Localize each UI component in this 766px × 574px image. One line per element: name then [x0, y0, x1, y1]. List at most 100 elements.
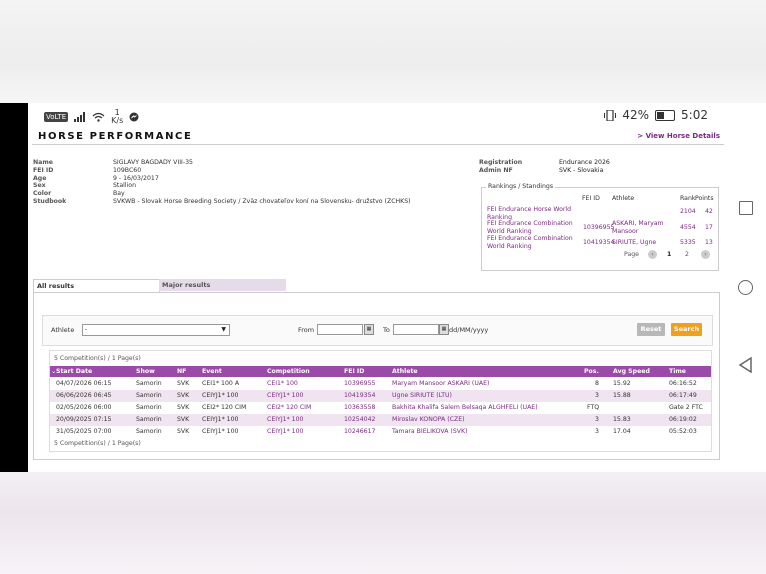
info-label: Registration — [479, 159, 523, 166]
speed-value: 1 — [114, 108, 120, 117]
ranking-points: 42 — [705, 208, 713, 215]
ranking-athlete[interactable]: SIRIUTE, Ugne — [612, 239, 657, 246]
cell-pos: 8 — [595, 380, 599, 387]
ranking-fei-id[interactable]: 10396955 — [583, 224, 615, 231]
vibrate-icon — [604, 109, 617, 121]
cell-event: CEI1* 100 A — [202, 380, 240, 387]
col-time[interactable]: Time — [669, 368, 686, 375]
cell-pos: 3 — [595, 428, 599, 435]
cell-pos: 3 — [595, 392, 599, 399]
horse-info: Name SIGLAVY BAGDADY VIII-35 FEI ID 109BC6… — [33, 159, 411, 206]
background-blur-bottom — [0, 472, 766, 574]
table-row[interactable]: 06/06/2026 06:45 Samorin SVK CEIYJ1* 100… — [50, 390, 711, 402]
cell-competition-link[interactable]: CEIYJ1* 100 — [267, 392, 304, 399]
cell-nf: SVK — [177, 428, 190, 435]
ranking-athlete[interactable]: ASKARI, Maryam — [612, 220, 664, 227]
info-label: Admin NF — [479, 166, 513, 174]
cell-date: 20/09/2025 07:15 — [56, 416, 112, 423]
col-nf[interactable]: NF — [177, 368, 187, 375]
col-start-date[interactable]: Start Date — [56, 368, 93, 375]
battery-percent: 42% — [622, 108, 650, 122]
table-row[interactable]: 02/05/2026 06:00 Samorin SVK CEI2* 120 C… — [50, 402, 711, 414]
search-button[interactable]: Search — [671, 323, 702, 336]
page-label: Page — [624, 251, 639, 258]
view-horse-details-link[interactable]: > View Horse Details — [637, 132, 720, 140]
info-label: Name — [33, 159, 53, 166]
cell-date: 31/05/2025 07:00 — [56, 428, 112, 435]
battery-icon — [655, 109, 676, 121]
rankings-header-rank: Rank — [680, 195, 696, 202]
sort-icon[interactable]: ⌄ — [51, 368, 57, 375]
reset-button[interactable]: Reset — [637, 323, 665, 336]
chevron-down-icon: ▼ — [221, 326, 226, 333]
cell-competition-link[interactable]: CEIYJ1* 100 — [267, 416, 304, 423]
col-athlete[interactable]: Athlete — [392, 368, 418, 375]
athlete-select-value: - — [85, 326, 88, 333]
page-1[interactable]: 1 — [667, 251, 672, 258]
ranking-name-cont[interactable]: World Ranking — [487, 242, 532, 250]
col-pos[interactable]: Pos. — [584, 368, 599, 375]
cell-athlete-link[interactable]: Miroslav KONOPA (CZE) — [392, 416, 465, 423]
table-row[interactable]: 31/05/2025 07:00 Samorin SVK CEIYJ1* 100… — [50, 426, 711, 438]
page-title: HORSE PERFORMANCE — [38, 131, 193, 142]
horse-studbook: SVKWB - Slovak Horse Breeding Society / … — [113, 197, 411, 205]
col-fei-id[interactable]: FEI ID — [344, 368, 365, 375]
cell-competition-link[interactable]: CEI1* 100 — [267, 380, 298, 387]
cell-event: CEIYJ1* 100 — [202, 428, 239, 435]
cell-fei-id-link[interactable]: 10254042 — [344, 416, 376, 423]
ranking-rank: 4554 — [680, 224, 696, 231]
cell-pos: 3 — [595, 416, 599, 423]
rankings-legend: Rankings / Standings — [486, 183, 556, 190]
col-event[interactable]: Event — [202, 368, 222, 375]
next-page-icon[interactable]: › — [701, 250, 710, 259]
col-competition[interactable]: Competition — [267, 368, 310, 375]
cell-time: 06:17:49 — [669, 392, 697, 399]
table-row[interactable]: 04/07/2026 06:15 Samorin SVK CEI1* 100 A… — [50, 378, 711, 390]
col-avg-speed[interactable]: Avg Speed — [613, 368, 650, 375]
table-row[interactable]: 20/09/2025 07:15 Samorin SVK CEIYJ1* 100… — [50, 414, 711, 426]
ranking-name[interactable]: FEI Endurance Combination — [487, 235, 573, 242]
tab-major-results[interactable]: Major results — [159, 279, 286, 291]
back-icon[interactable] — [738, 357, 753, 373]
prev-page-icon[interactable]: ‹ — [648, 250, 657, 259]
recents-icon[interactable] — [739, 201, 753, 215]
col-show[interactable]: Show — [136, 368, 155, 375]
cell-event: CEI2* 120 CIM — [202, 404, 247, 411]
cell-show: Samorin — [136, 404, 162, 411]
cell-competition-link[interactable]: CEIYJ1* 100 — [267, 428, 304, 435]
ranking-name-cont[interactable]: Ranking — [487, 213, 513, 221]
volte-icon: VoLTE — [44, 112, 69, 122]
info-row: Studbook SVKWB - Slovak Horse Breeding So… — [33, 198, 411, 206]
calendar-icon[interactable]: ▦ — [439, 324, 449, 335]
cell-fei-id-link[interactable]: 10396955 — [344, 380, 376, 387]
tab-all-results[interactable]: All results — [33, 279, 160, 292]
cell-athlete-link[interactable]: Bakhita Khalifa Salem Belsaqa ALGHFELI (… — [392, 404, 538, 411]
to-date-input[interactable] — [393, 324, 439, 335]
cell-athlete-link[interactable]: Maryam Mansoor ASKARI (UAE) — [392, 380, 490, 387]
filter-bar: Athlete - ▼ From ▦ To ▦ dd/MM/yyyy Reset … — [42, 315, 713, 346]
cell-fei-id-link[interactable]: 10419354 — [344, 392, 376, 399]
athlete-select[interactable]: - ▼ — [82, 324, 230, 336]
cell-athlete-link[interactable]: Tamara BIELIKOVA (SVK) — [392, 428, 468, 435]
cell-show: Samorin — [136, 428, 162, 435]
cell-fei-id-link[interactable]: 10363558 — [344, 404, 376, 411]
calendar-icon[interactable]: ▦ — [364, 324, 374, 335]
page-2[interactable]: 2 — [685, 251, 689, 258]
cell-competition-link[interactable]: CEI2* 120 CIM — [267, 404, 312, 411]
ranking-athlete-cont[interactable]: Mansoor — [612, 227, 639, 235]
cell-date: 06/06/2026 06:45 — [56, 392, 112, 399]
ranking-name[interactable]: FEI Endurance Horse World — [487, 206, 572, 213]
cell-speed: 15.83 — [613, 416, 631, 423]
cell-athlete-link[interactable]: Ugne SIRIUTE (LTU) — [392, 392, 452, 399]
wifi-icon — [92, 112, 105, 122]
ranking-name-cont[interactable]: World Ranking — [487, 227, 532, 235]
ranking-fei-id[interactable]: 10419354 — [583, 239, 615, 246]
info-label: FEI ID — [33, 166, 54, 174]
ranking-name[interactable]: FEI Endurance Combination — [487, 220, 573, 227]
cell-fei-id-link[interactable]: 10246617 — [344, 428, 376, 435]
rankings-header-points: Points — [695, 195, 714, 202]
results-panel: Athlete - ▼ From ▦ To ▦ dd/MM/yyyy Reset … — [33, 292, 720, 460]
from-date-input[interactable] — [317, 324, 363, 335]
info-label: Sex — [33, 182, 46, 190]
home-icon[interactable] — [738, 280, 753, 295]
